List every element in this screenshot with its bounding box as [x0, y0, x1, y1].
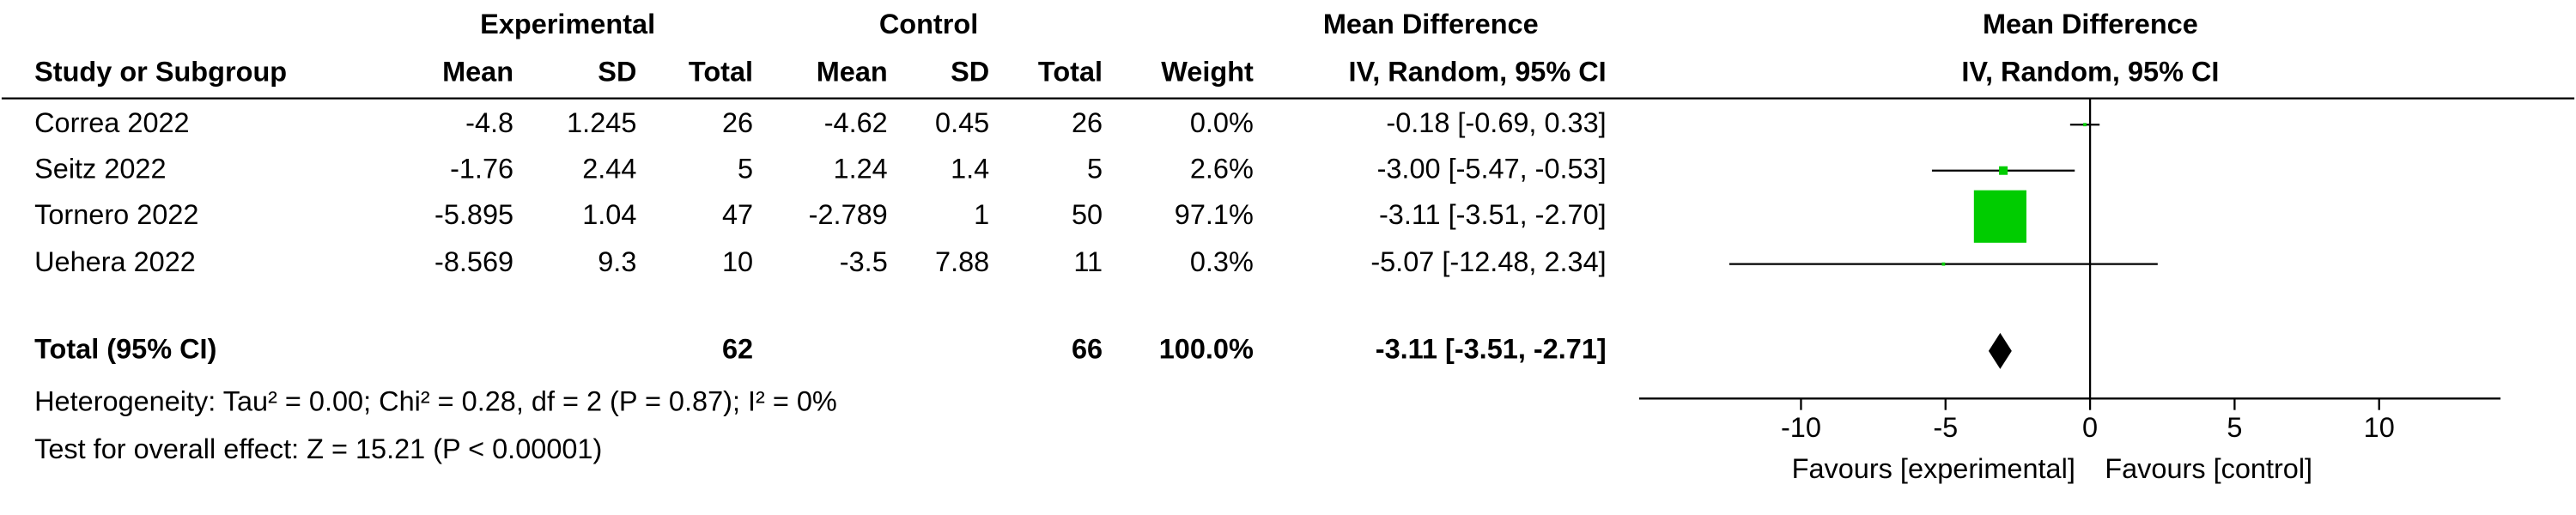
table-cell: 26: [722, 107, 753, 138]
group-header: Control: [879, 9, 978, 39]
column-header: Mean: [817, 57, 888, 88]
table-cell: Seitz 2022: [34, 153, 166, 184]
table-cell: 7.88: [935, 246, 989, 277]
table-cell: 26: [1072, 107, 1103, 138]
table-cell: 0.3%: [1190, 246, 1254, 277]
table-cell: -1.76: [450, 153, 513, 184]
column-header: IV, Random, 95% CI: [1349, 57, 1607, 88]
table-cell: 0.45: [935, 107, 989, 138]
heterogeneity: Heterogeneity: Tau² = 0.00; Chi² = 0.28,…: [34, 386, 837, 417]
table-cell: -2.789: [809, 199, 888, 230]
effect-square: [1973, 190, 2026, 243]
table-cell: 1.04: [582, 199, 636, 230]
table-cell: 0.0%: [1190, 107, 1254, 138]
total-ci: -3.11 [-3.51, -2.71]: [1376, 333, 1607, 364]
column-header: SD: [951, 57, 989, 88]
table-cell: Uehera 2022: [34, 246, 196, 277]
table-cell: -5.895: [434, 199, 513, 230]
column-header: Study or Subgroup: [34, 57, 287, 88]
table-cell: 10: [722, 246, 753, 277]
table-cell: Tornero 2022: [34, 199, 198, 230]
table-cell: -4.8: [465, 107, 513, 138]
table-cell: -8.569: [434, 246, 513, 277]
x-tick-label: 5: [2227, 412, 2242, 443]
total-label: Total (95% CI): [34, 333, 216, 364]
column-header: Mean: [442, 57, 513, 88]
column-header: SD: [598, 57, 636, 88]
table-cell: -3.5: [840, 246, 888, 277]
table-cell: Correa 2022: [34, 107, 190, 138]
group-header: Mean Difference: [1323, 9, 1539, 39]
table-cell: 1: [974, 199, 989, 230]
effect-square: [2083, 123, 2087, 127]
column-header: Total: [1038, 57, 1103, 88]
table-cell: 47: [722, 199, 753, 230]
total-ctrl: 66: [1072, 333, 1103, 364]
plot-subtitle: IV, Random, 95% CI: [1961, 57, 2219, 88]
effect-square: [1999, 166, 2008, 175]
x-tick-label: 0: [2082, 412, 2098, 443]
table-cell: -4.62: [824, 107, 888, 138]
x-label-right: Favours [control]: [2105, 453, 2312, 484]
column-header: Weight: [1161, 57, 1254, 88]
total-diamond: [1988, 332, 2012, 369]
x-label-left: Favours [experimental]: [1792, 453, 2075, 484]
table-cell: 50: [1072, 199, 1103, 230]
total-exp: 62: [722, 333, 753, 364]
table-cell: -5.07 [-12.48, 2.34]: [1370, 246, 1606, 277]
effect-square: [1941, 262, 1946, 266]
table-cell: 2.6%: [1190, 153, 1254, 184]
table-cell: 97.1%: [1175, 199, 1254, 230]
table-cell: 9.3: [598, 246, 636, 277]
table-cell: 5: [1087, 153, 1103, 184]
table-cell: 1.24: [834, 153, 888, 184]
column-header: Total: [689, 57, 753, 88]
table-cell: 2.44: [582, 153, 636, 184]
table-cell: -3.11 [-3.51, -2.70]: [1379, 199, 1607, 230]
table-cell: 5: [738, 153, 753, 184]
x-tick-label: -10: [1781, 412, 1821, 443]
overall-effect: Test for overall effect: Z = 15.21 (P < …: [34, 433, 602, 464]
table-cell: -0.18 [-0.69, 0.33]: [1386, 107, 1606, 138]
plot-title: Mean Difference: [1983, 9, 2198, 39]
table-cell: 1.245: [567, 107, 636, 138]
table-cell: -3.00 [-5.47, -0.53]: [1377, 153, 1607, 184]
group-header: Experimental: [480, 9, 655, 39]
x-tick-label: -5: [1933, 412, 1958, 443]
total-weight: 100.0%: [1159, 333, 1254, 364]
x-tick-label: 10: [2364, 412, 2395, 443]
table-cell: 1.4: [951, 153, 989, 184]
table-cell: 11: [1073, 246, 1103, 277]
